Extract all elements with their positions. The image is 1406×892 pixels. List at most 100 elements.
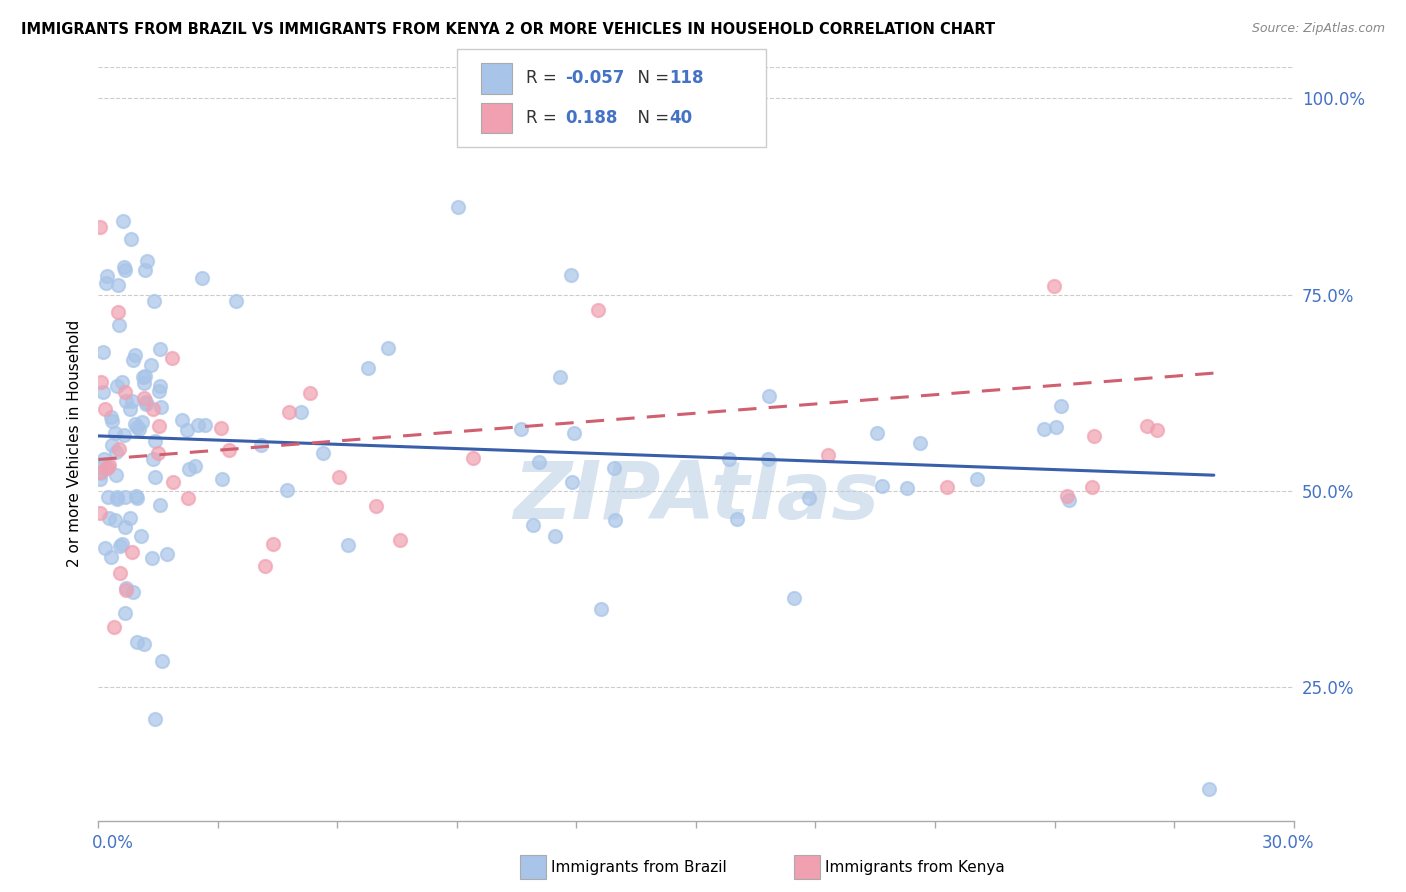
Point xyxy=(591,602,613,616)
Point xyxy=(124,348,146,362)
Point xyxy=(100,409,122,424)
Point xyxy=(562,426,585,441)
Point xyxy=(118,402,141,417)
Point xyxy=(276,483,298,497)
Point xyxy=(145,434,167,448)
Point xyxy=(183,458,205,473)
Text: R =: R = xyxy=(526,109,567,127)
Point xyxy=(172,413,194,427)
Point xyxy=(756,452,779,467)
Point xyxy=(936,480,959,494)
Point xyxy=(131,369,153,384)
Point xyxy=(194,418,217,433)
Point xyxy=(100,437,122,451)
Point xyxy=(104,445,127,459)
Point xyxy=(127,420,149,434)
Text: 30.0%: 30.0% xyxy=(1263,834,1315,852)
Point xyxy=(108,566,131,580)
Text: Immigrants from Kenya: Immigrants from Kenya xyxy=(825,860,1005,874)
Point xyxy=(177,491,200,506)
Text: ZIPAtlas: ZIPAtlas xyxy=(513,458,879,535)
Point xyxy=(389,533,412,547)
Point xyxy=(544,529,567,543)
Point xyxy=(142,401,165,416)
Text: 118: 118 xyxy=(669,70,704,87)
Point xyxy=(1050,399,1073,413)
Point xyxy=(191,270,214,285)
Point xyxy=(115,581,138,595)
Point xyxy=(114,384,136,399)
Point xyxy=(277,405,299,419)
Point xyxy=(107,304,129,318)
Point xyxy=(89,506,111,520)
Text: -0.057: -0.057 xyxy=(565,70,624,87)
Point xyxy=(90,466,112,480)
Y-axis label: 2 or more Vehicles in Household: 2 or more Vehicles in Household xyxy=(67,320,83,567)
Point xyxy=(93,541,115,556)
Point xyxy=(103,425,125,440)
Point xyxy=(96,268,118,283)
Point xyxy=(112,427,135,442)
Point xyxy=(134,263,156,277)
Point xyxy=(98,458,121,472)
Point xyxy=(870,479,893,493)
Point xyxy=(463,451,485,466)
Point xyxy=(135,397,157,411)
Point xyxy=(510,422,533,436)
Point xyxy=(114,394,136,409)
Point xyxy=(1032,421,1054,435)
Point xyxy=(1081,480,1104,494)
Point xyxy=(250,438,273,452)
Point xyxy=(177,462,200,476)
Point xyxy=(107,318,129,333)
Point xyxy=(141,358,163,372)
Point xyxy=(111,214,134,228)
Point xyxy=(143,470,166,484)
Point xyxy=(522,517,544,532)
Point xyxy=(114,263,136,277)
Point xyxy=(125,489,148,503)
Point xyxy=(90,375,112,389)
Point xyxy=(548,369,571,384)
Point xyxy=(105,491,128,506)
Point xyxy=(149,498,172,512)
Point xyxy=(148,419,170,434)
Point xyxy=(114,520,136,534)
Point xyxy=(312,446,335,460)
Text: IMMIGRANTS FROM BRAZIL VS IMMIGRANTS FROM KENYA 2 OR MORE VEHICLES IN HOUSEHOLD : IMMIGRANTS FROM BRAZIL VS IMMIGRANTS FRO… xyxy=(21,22,995,37)
Point xyxy=(125,635,148,649)
Point xyxy=(211,472,233,486)
Point xyxy=(149,401,172,415)
Point xyxy=(132,376,155,390)
Point xyxy=(149,342,172,356)
Text: 0.0%: 0.0% xyxy=(91,834,134,852)
Point xyxy=(97,490,120,504)
Point xyxy=(135,253,157,268)
Text: 40: 40 xyxy=(669,109,692,127)
Point xyxy=(603,461,626,475)
Point xyxy=(108,442,131,456)
Point xyxy=(89,220,111,235)
Point xyxy=(176,423,198,437)
Point xyxy=(94,402,117,417)
Point xyxy=(254,558,277,573)
Point xyxy=(91,384,114,399)
Point xyxy=(357,361,380,376)
Point xyxy=(104,513,127,527)
Point xyxy=(125,491,148,505)
Point xyxy=(114,607,136,621)
Point xyxy=(105,468,128,483)
Point xyxy=(134,369,156,384)
Point xyxy=(162,475,184,489)
Point xyxy=(96,461,118,475)
Point xyxy=(146,445,169,459)
Point xyxy=(725,512,748,526)
Point xyxy=(1057,493,1080,508)
Point xyxy=(1136,419,1159,434)
Point xyxy=(328,470,350,484)
Point xyxy=(142,294,165,309)
Point xyxy=(156,547,179,561)
Point xyxy=(1056,489,1078,503)
Point xyxy=(118,511,141,525)
Point xyxy=(908,436,931,450)
